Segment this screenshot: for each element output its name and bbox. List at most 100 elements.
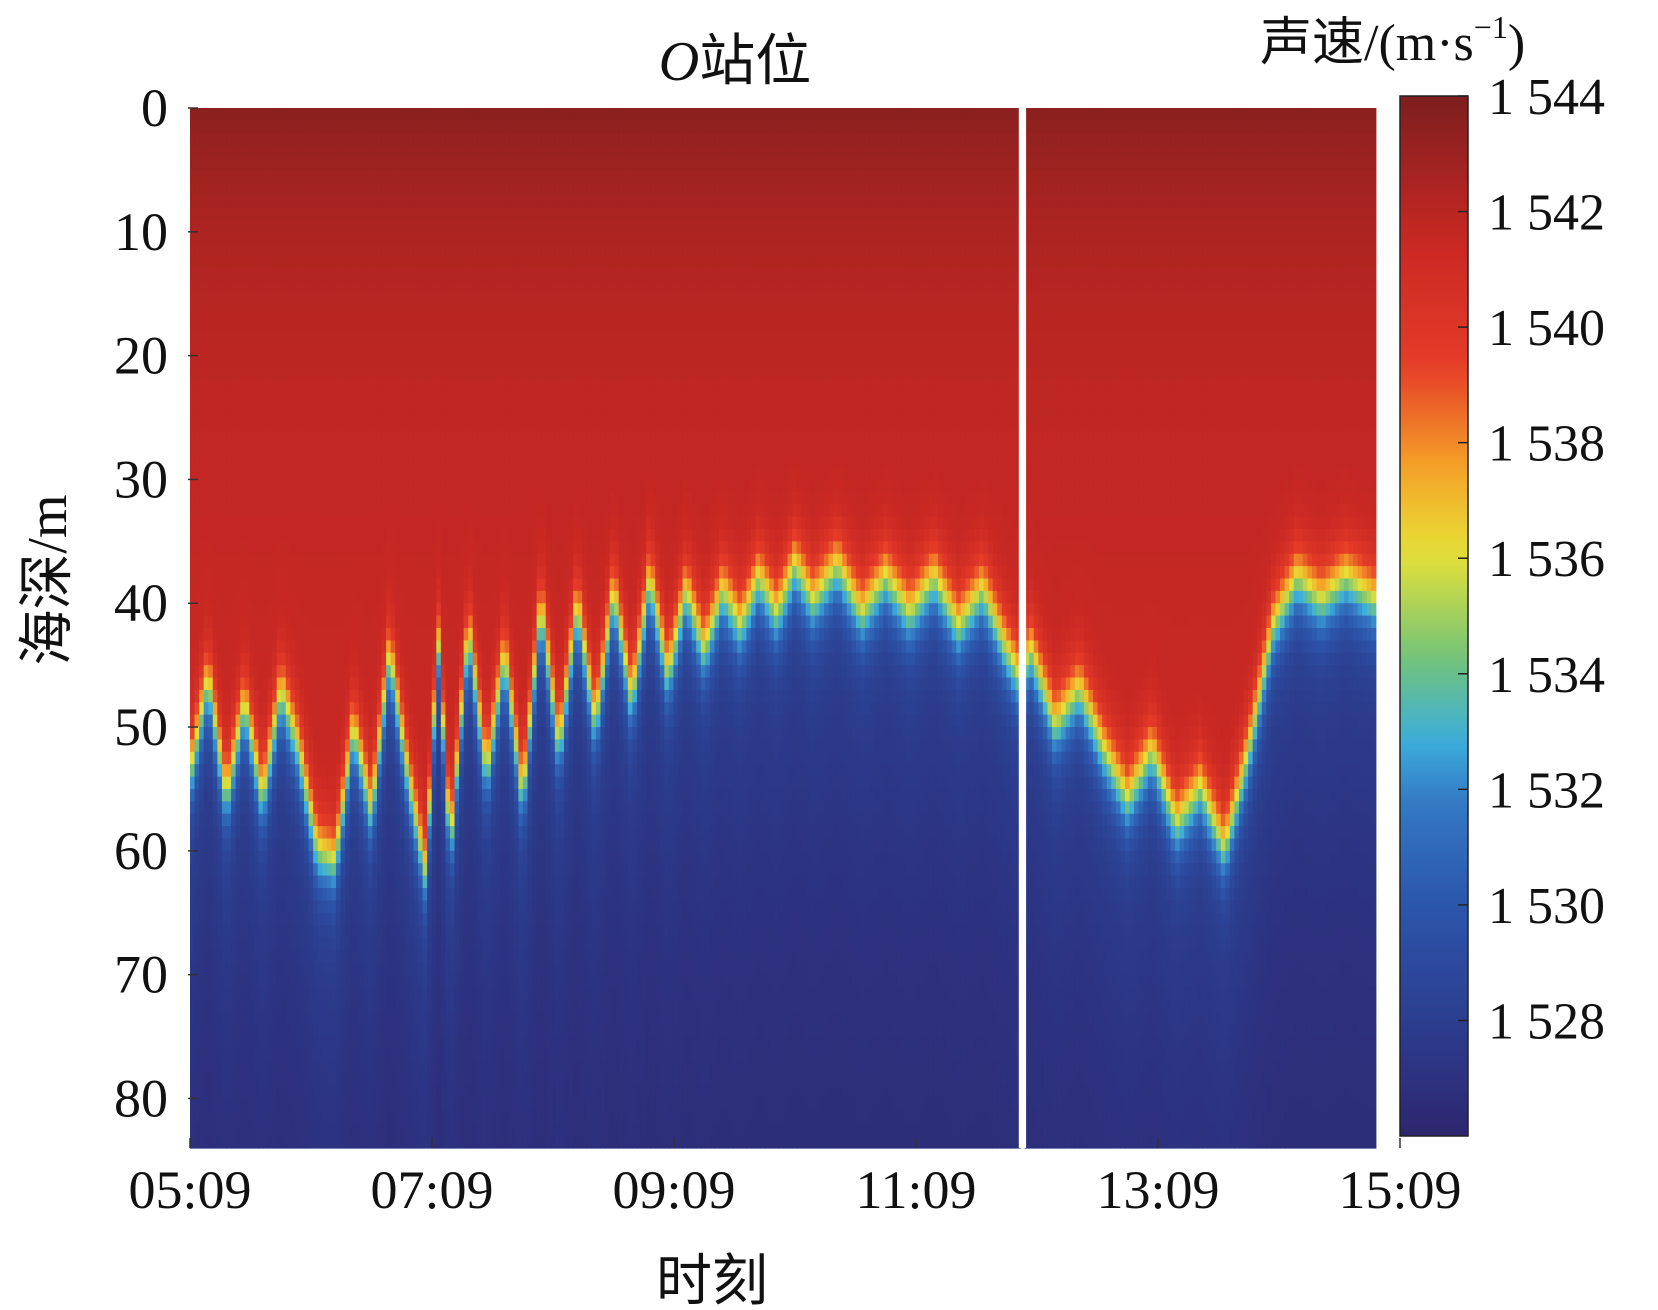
heatmap-cell <box>294 714 301 728</box>
heatmap-cell <box>313 553 319 567</box>
heatmap-cell <box>354 652 360 666</box>
heatmap-cell <box>363 652 369 666</box>
heatmap-cell <box>440 615 446 629</box>
heatmap-cell <box>335 293 342 307</box>
heatmap-cell <box>345 1073 351 1087</box>
heatmap-cell <box>408 454 415 468</box>
heatmap-cell <box>253 888 260 901</box>
heatmap-cell <box>354 888 360 901</box>
heatmap-cell <box>249 739 255 753</box>
heatmap-cell <box>399 157 405 171</box>
heatmap-cell <box>372 838 378 852</box>
heatmap-cell <box>345 442 351 456</box>
heatmap-cell <box>363 182 369 196</box>
heatmap-cell <box>240 689 246 703</box>
heatmap-cell <box>226 900 232 914</box>
heatmap-cell <box>345 962 351 976</box>
heatmap-cell <box>290 850 296 864</box>
heatmap-cell <box>326 380 332 394</box>
heatmap-cell <box>399 826 405 840</box>
heatmap-cell <box>376 850 383 864</box>
heatmap-cell <box>440 343 446 357</box>
heatmap-cell <box>276 1024 282 1038</box>
heatmap-cell <box>367 727 374 741</box>
heatmap-cell <box>322 900 328 914</box>
heatmap-cell <box>390 355 396 369</box>
heatmap-cell <box>445 566 451 580</box>
heatmap-cell <box>326 1086 332 1100</box>
heatmap-cell <box>276 541 282 555</box>
heatmap-cell <box>386 306 392 320</box>
heatmap-cell <box>231 603 237 617</box>
heatmap-cell <box>354 1086 360 1100</box>
heatmap-cell <box>335 615 342 629</box>
heatmap-cell <box>281 937 287 951</box>
heatmap-cell <box>221 182 228 196</box>
heatmap-cell <box>449 1061 456 1075</box>
heatmap-cell <box>427 566 433 580</box>
heatmap-cell <box>221 256 228 270</box>
heatmap-cell <box>331 380 337 394</box>
heatmap-cell <box>240 442 246 456</box>
heatmap-cell <box>422 1048 428 1062</box>
heatmap-cell <box>326 776 332 790</box>
heatmap-cell <box>304 838 310 852</box>
heatmap-cell <box>418 108 424 121</box>
heatmap-cell <box>422 838 428 852</box>
heatmap-cell <box>244 850 250 864</box>
heatmap-cell <box>381 219 387 233</box>
heatmap-cell <box>408 665 415 679</box>
heatmap-cell <box>381 120 387 134</box>
heatmap-cell <box>367 1098 374 1112</box>
heatmap-cell <box>190 306 196 320</box>
heatmap-cell <box>399 231 405 245</box>
heatmap-cell <box>290 764 296 778</box>
heatmap-cell <box>322 850 328 864</box>
heatmap-cell <box>345 231 351 245</box>
heatmap-cell <box>226 355 232 369</box>
heatmap-cell <box>440 702 446 716</box>
heatmap-cell <box>276 417 282 431</box>
heatmap-cell <box>422 665 428 679</box>
heatmap-cell <box>308 788 314 802</box>
heatmap-cell <box>217 578 223 592</box>
heatmap-cell <box>399 318 405 332</box>
heatmap-cell <box>436 442 442 456</box>
heatmap-cell <box>445 665 451 679</box>
heatmap-cell <box>376 169 383 183</box>
heatmap-cell <box>345 727 351 741</box>
heatmap-cell <box>262 1086 269 1100</box>
heatmap-cell <box>354 925 360 939</box>
heatmap-cell <box>376 219 383 233</box>
heatmap-cell <box>395 1061 401 1075</box>
heatmap-cell <box>272 652 278 666</box>
heatmap-cell <box>454 380 460 394</box>
heatmap-cell <box>390 615 396 629</box>
heatmap-cell <box>445 1135 451 1149</box>
heatmap-cell <box>449 999 456 1013</box>
heatmap-cell <box>340 268 346 282</box>
heatmap-cell <box>194 108 200 121</box>
heatmap-cell <box>449 727 456 741</box>
heatmap-cell <box>308 900 314 914</box>
heatmap-cell <box>313 1098 319 1112</box>
heatmap-cell <box>294 702 301 716</box>
heatmap-cell <box>249 615 255 629</box>
heatmap-cell <box>436 912 442 926</box>
heatmap-cell <box>372 987 378 1001</box>
heatmap-cell <box>454 652 460 666</box>
heatmap-cell <box>253 429 260 443</box>
heatmap-cell <box>240 764 246 778</box>
heatmap-cell <box>404 937 410 951</box>
heatmap-cell <box>313 888 319 901</box>
heatmap-cell <box>276 788 282 802</box>
heatmap-cell <box>190 727 196 741</box>
heatmap-cell <box>199 454 205 468</box>
heatmap-cell <box>345 826 351 840</box>
heatmap-cell <box>258 145 264 159</box>
heatmap-cell <box>226 962 232 976</box>
heatmap-cell <box>262 528 269 542</box>
heatmap-cell <box>194 1135 200 1149</box>
heatmap-cell <box>436 739 442 753</box>
heatmap-cell <box>285 727 291 741</box>
